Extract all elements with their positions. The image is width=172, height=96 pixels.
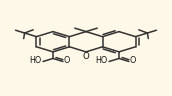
Text: O: O (83, 52, 89, 61)
Text: O: O (130, 56, 136, 65)
Text: HO: HO (95, 56, 108, 65)
Text: O: O (64, 56, 70, 65)
Text: HO: HO (29, 56, 42, 65)
